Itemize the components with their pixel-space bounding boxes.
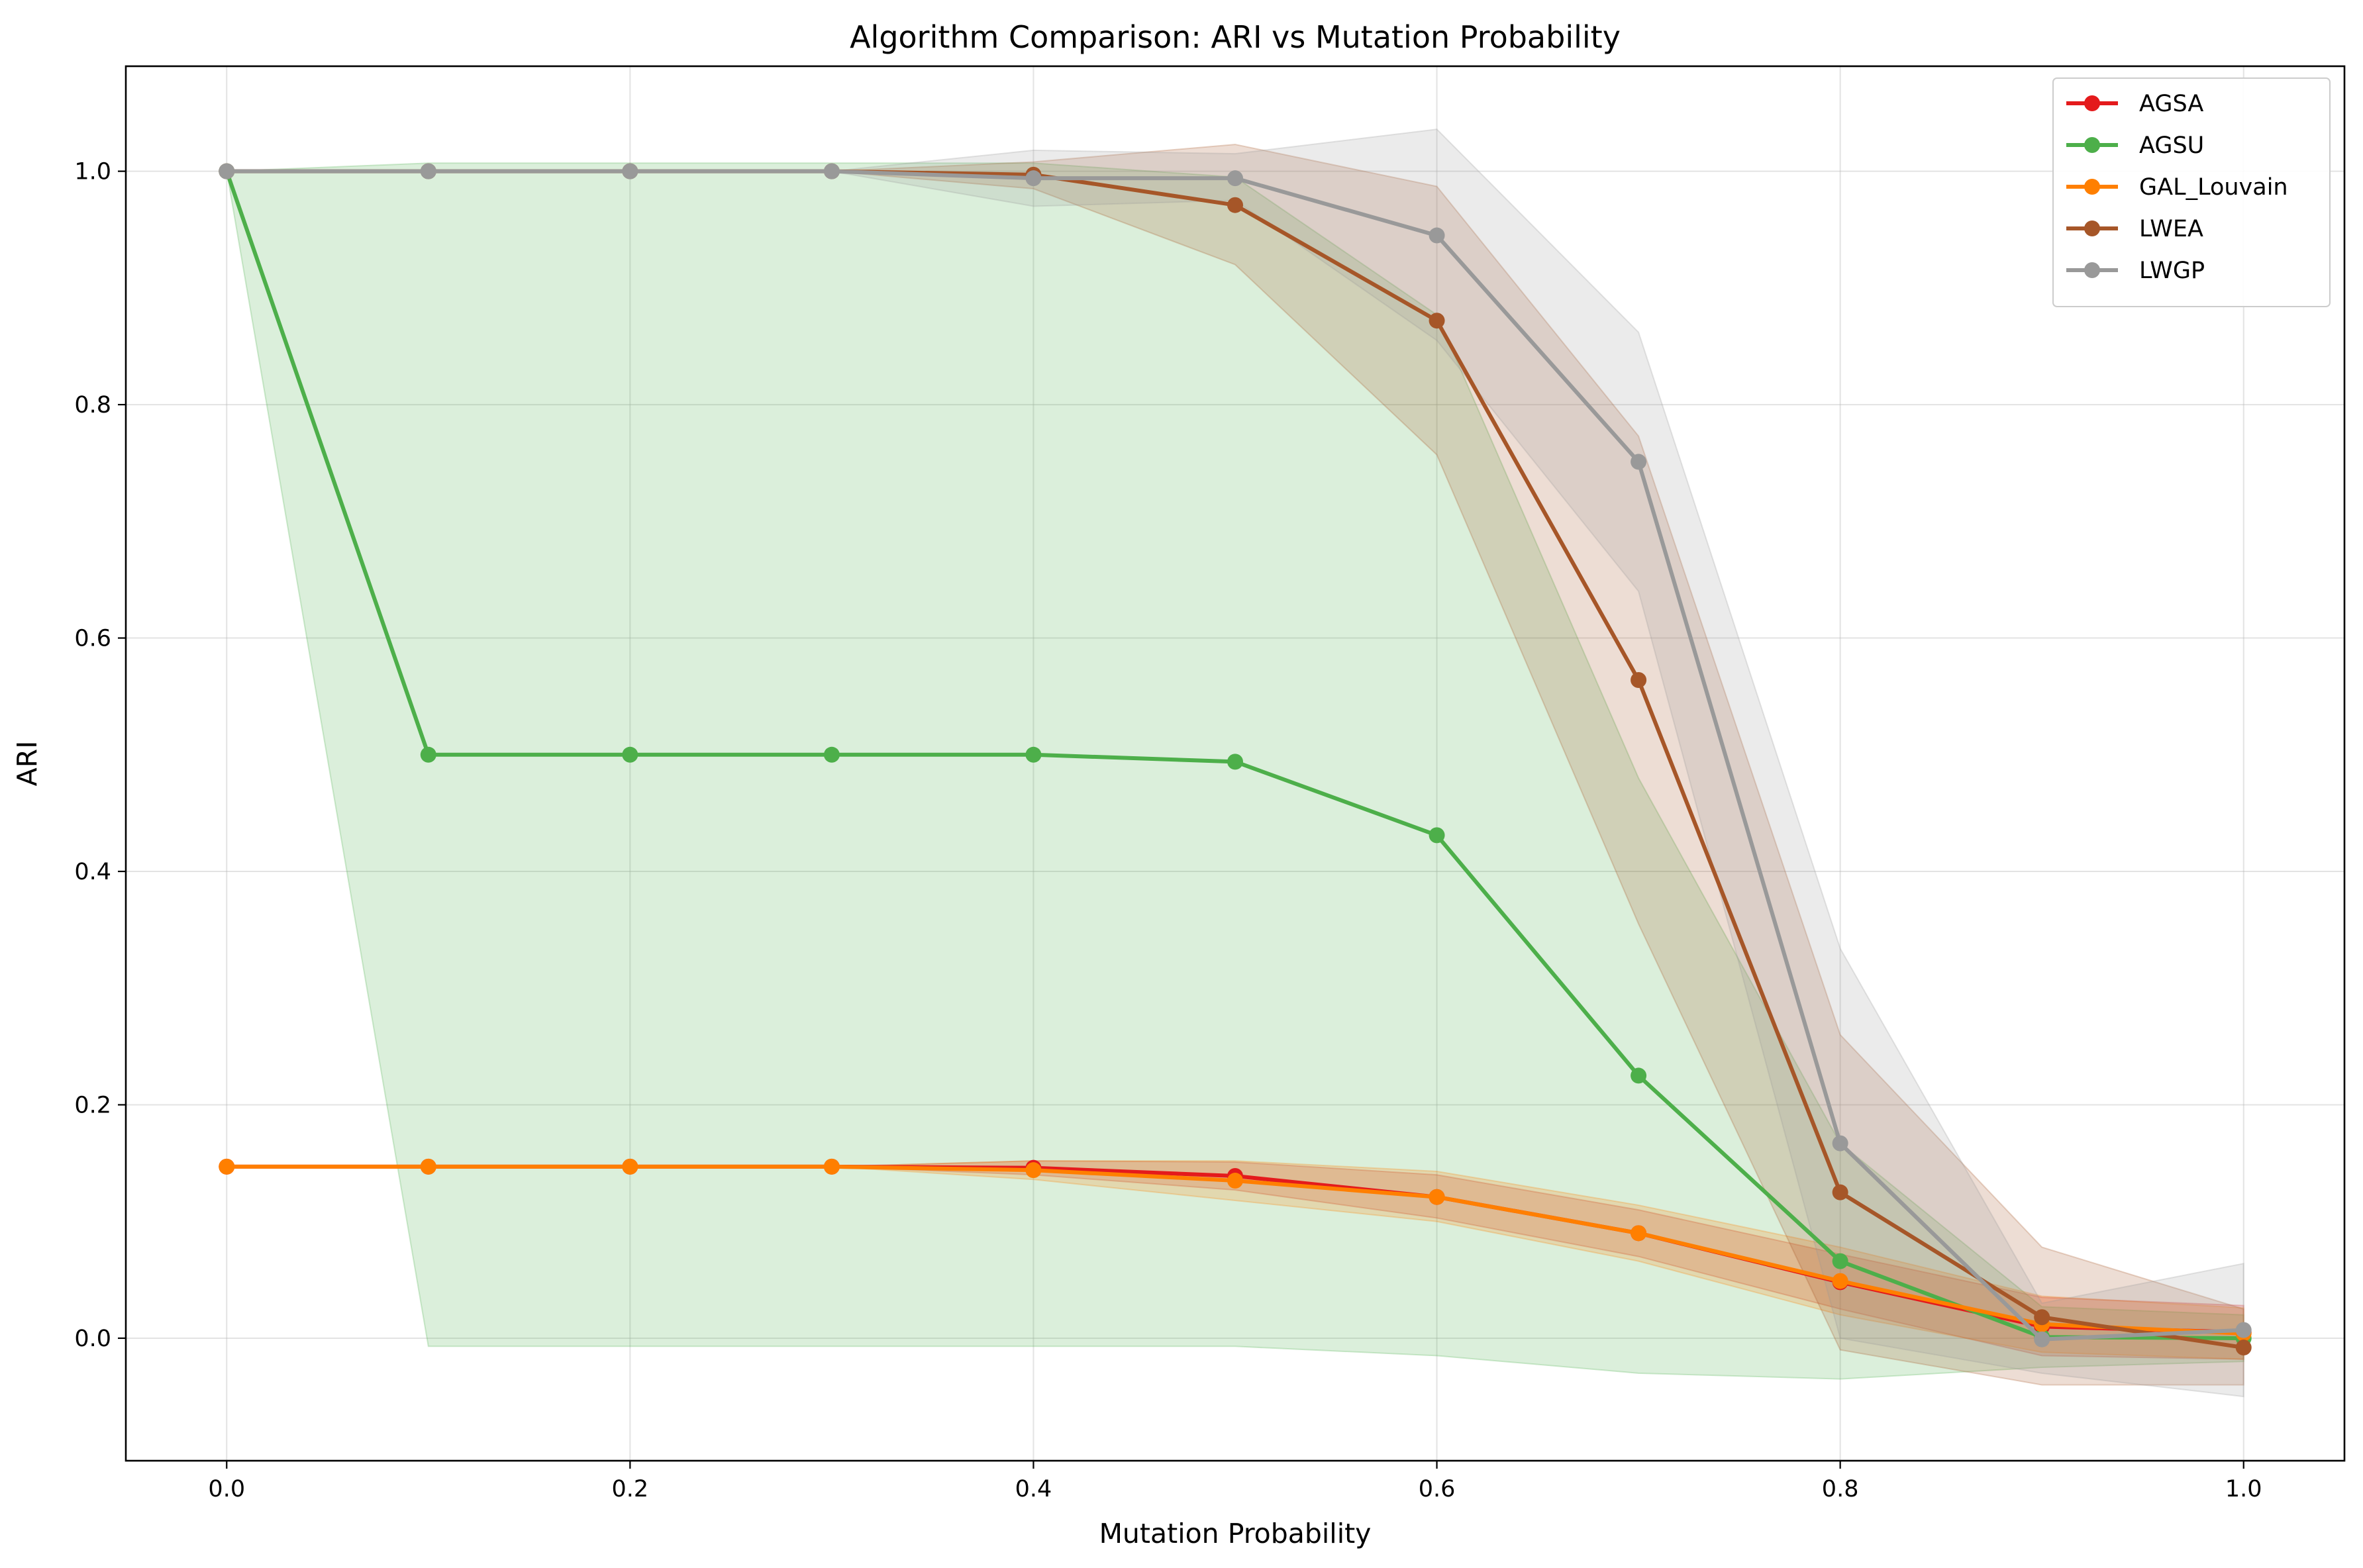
legend-item-lwgp: LWGP (2066, 258, 2205, 284)
point-gal-louvain (1429, 1189, 1445, 1205)
legend-item-gal-louvain: GAL_Louvain (2066, 174, 2288, 201)
legend-item-agsu: AGSU (2066, 132, 2204, 159)
series-lwgp (219, 163, 2252, 1348)
point-gal-louvain (1832, 1273, 1848, 1289)
y-tick-label: 1.0 (74, 159, 111, 185)
point-lwea (1429, 313, 1445, 329)
point-lwgp (622, 163, 638, 179)
legend-label-lwea: LWEA (2139, 216, 2203, 242)
x-tick-label: 0.2 (612, 1476, 649, 1502)
x-tick-label: 0.6 (1419, 1476, 1456, 1502)
legend-marker-agsa (2084, 95, 2100, 111)
point-gal-louvain (1227, 1173, 1243, 1189)
y-tick-label: 0.6 (74, 626, 111, 652)
point-lwea (1832, 1184, 1848, 1200)
point-agsu (420, 746, 436, 763)
point-agsu (1025, 746, 1042, 763)
point-gal-louvain (219, 1158, 235, 1175)
legend-label-agsu: AGSU (2139, 132, 2204, 159)
point-lwgp (420, 163, 436, 179)
point-lwgp (1631, 454, 1647, 470)
point-lwea (2034, 1309, 2050, 1326)
x-tick-label: 0.4 (1015, 1476, 1052, 1502)
point-agsu (622, 746, 638, 763)
point-gal-louvain (823, 1158, 840, 1175)
point-lwea (1631, 671, 1647, 688)
legend: AGSA AGSU GAL_Louvain LWEA LWGP (2052, 77, 2331, 307)
point-gal-louvain (1631, 1225, 1647, 1242)
legend-item-lwea: LWEA (2066, 216, 2203, 242)
y-tick-label: 0.4 (74, 859, 111, 885)
x-tick-label: 0.8 (1822, 1476, 1859, 1502)
legend-marker-lwea (2084, 220, 2100, 236)
legend-label-gal-louvain: GAL_Louvain (2139, 174, 2288, 201)
legend-marker-agsu (2084, 137, 2100, 153)
grid (126, 66, 2344, 1461)
legend-label-agsa: AGSA (2139, 91, 2203, 117)
plot-frame (125, 65, 2346, 1462)
point-agsu (1429, 827, 1445, 844)
x-axis-label: Mutation Probability (1099, 1518, 1372, 1549)
legend-marker-lwgp (2084, 262, 2100, 278)
y-tick-label: 0.2 (74, 1092, 111, 1118)
point-lwgp (1025, 170, 1042, 187)
point-lwgp (1832, 1135, 1848, 1152)
point-agsu (1832, 1253, 1848, 1269)
legend-marker-gal-louvain (2084, 179, 2100, 195)
series-gal-louvain (219, 1158, 2252, 1342)
legend-item-agsa: AGSA (2066, 91, 2203, 117)
y-tick-label: 0.0 (74, 1326, 111, 1352)
point-agsu (1227, 754, 1243, 770)
point-lwgp (219, 163, 235, 179)
legend-label-lwgp: LWGP (2139, 258, 2205, 284)
point-gal-louvain (1025, 1162, 1042, 1179)
point-agsu (1631, 1067, 1647, 1084)
point-lwgp (2034, 1331, 2050, 1348)
y-axis-label: ARI (11, 741, 43, 787)
chart-title: Algorithm Comparison: ARI vs Mutation Pr… (850, 19, 1621, 55)
point-gal-louvain (622, 1158, 638, 1175)
point-lwea (1227, 197, 1243, 213)
point-lwgp (2235, 1322, 2252, 1338)
point-agsu (823, 746, 840, 763)
point-lwea (2235, 1340, 2252, 1356)
legend-box (2052, 77, 2331, 307)
series-lines (219, 163, 2252, 1356)
y-tick-label: 0.8 (74, 392, 111, 418)
point-lwgp (1429, 227, 1445, 244)
point-gal-louvain (420, 1158, 436, 1175)
point-lwgp (1227, 170, 1243, 187)
axis-ticks: 0.0 0.2 0.4 0.6 0.8 1.0 0.0 0.2 0.4 0.6 0.8 1.0 (74, 159, 2262, 1502)
x-tick-label: 0.0 (208, 1476, 245, 1502)
point-lwgp (823, 163, 840, 179)
x-tick-label: 1.0 (2225, 1476, 2262, 1502)
